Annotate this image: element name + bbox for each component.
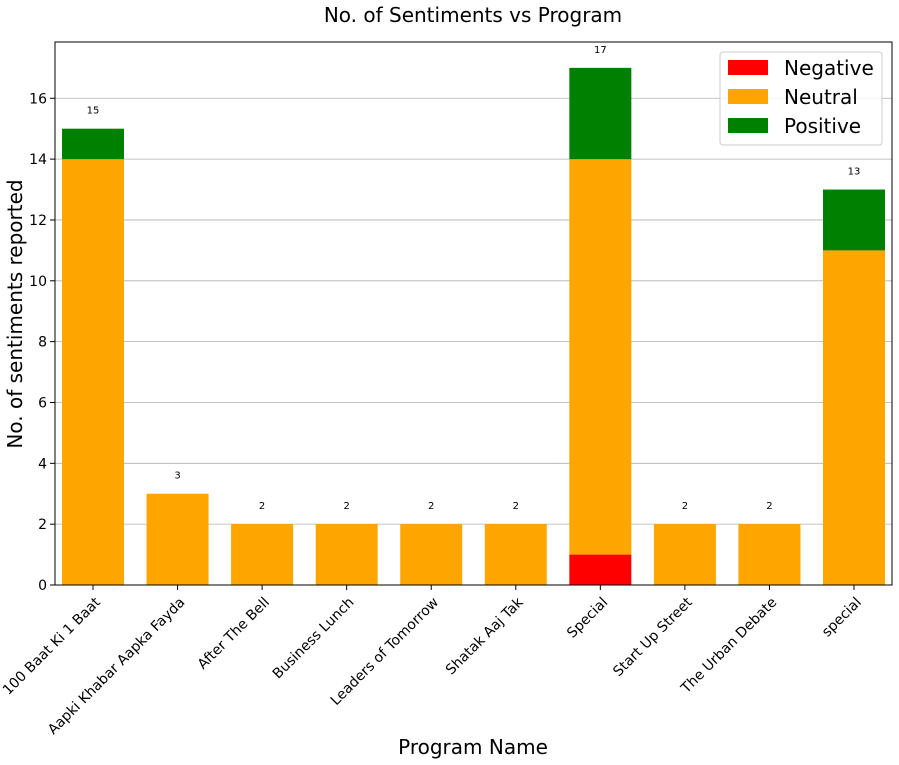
bar-neutral-5 <box>484 524 547 585</box>
legend-label: Negative <box>784 56 874 80</box>
legend: Negative Neutral Positive <box>719 51 883 146</box>
x-tick-label: special <box>819 595 865 641</box>
bar-positive-6 <box>569 67 632 160</box>
total-label: 2 <box>259 501 265 512</box>
bar-negative-6 <box>569 554 632 585</box>
legend-label: Neutral <box>784 85 858 109</box>
x-tick-label: After The Bell <box>195 595 273 673</box>
bar-neutral-0 <box>62 159 124 585</box>
bar-neutral-1 <box>146 493 209 585</box>
y-axis-label: No. of sentiments reported <box>3 179 27 448</box>
y-axis-ticks: 0 2 4 6 8 10 12 14 16 <box>29 91 55 594</box>
x-tick-label: Aapki Khabar Aapka Fayda <box>45 595 188 738</box>
bar-neutral-3 <box>315 524 378 585</box>
legend-swatch-positive <box>728 118 768 133</box>
x-tick-label: Shatak Aaj Tak <box>443 594 527 678</box>
y-tick-label: 12 <box>29 213 47 229</box>
total-label: 13 <box>848 167 861 178</box>
bar-neutral-9 <box>823 250 885 585</box>
bar-positive-9 <box>823 189 885 251</box>
x-tick-label: The Urban Debate <box>678 595 781 698</box>
x-tick-label: Start Up Street <box>610 594 696 680</box>
total-label: 17 <box>594 45 607 56</box>
legend-swatch-neutral <box>728 89 768 104</box>
y-tick-label: 16 <box>29 91 47 107</box>
x-tick-label: Special <box>564 595 611 642</box>
total-label: 2 <box>766 501 772 512</box>
bars <box>62 67 885 585</box>
total-label: 3 <box>174 471 180 482</box>
y-tick-label: 4 <box>38 456 47 472</box>
x-tick-label: Business Lunch <box>270 595 358 683</box>
legend-label: Positive <box>784 114 861 138</box>
y-tick-label: 14 <box>29 152 47 168</box>
bar-neutral-4 <box>400 524 463 585</box>
plot-frame <box>54 41 893 586</box>
total-label: 15 <box>87 106 100 117</box>
bar-neutral-6 <box>569 159 632 555</box>
y-tick-label: 8 <box>38 335 47 351</box>
y-tick-label: 0 <box>38 578 47 594</box>
y-tick-label: 2 <box>38 517 47 533</box>
chart-title: No. of Sentiments vs Program <box>324 3 622 27</box>
bar-neutral-8 <box>738 524 801 585</box>
bar-positive-0 <box>62 128 124 160</box>
total-label: 2 <box>513 501 519 512</box>
legend-swatch-negative <box>728 60 768 75</box>
y-tick-label: 6 <box>38 395 47 411</box>
total-label: 2 <box>682 501 688 512</box>
grid-lines <box>55 97 892 525</box>
total-label: 2 <box>343 501 349 512</box>
bar-neutral-7 <box>653 524 716 585</box>
x-axis-label: Program Name <box>398 735 548 759</box>
total-labels: 15 3 2 2 2 2 17 2 2 13 <box>87 45 861 512</box>
total-label: 2 <box>428 501 434 512</box>
bar-neutral-2 <box>231 524 294 585</box>
y-tick-label: 10 <box>29 274 47 290</box>
